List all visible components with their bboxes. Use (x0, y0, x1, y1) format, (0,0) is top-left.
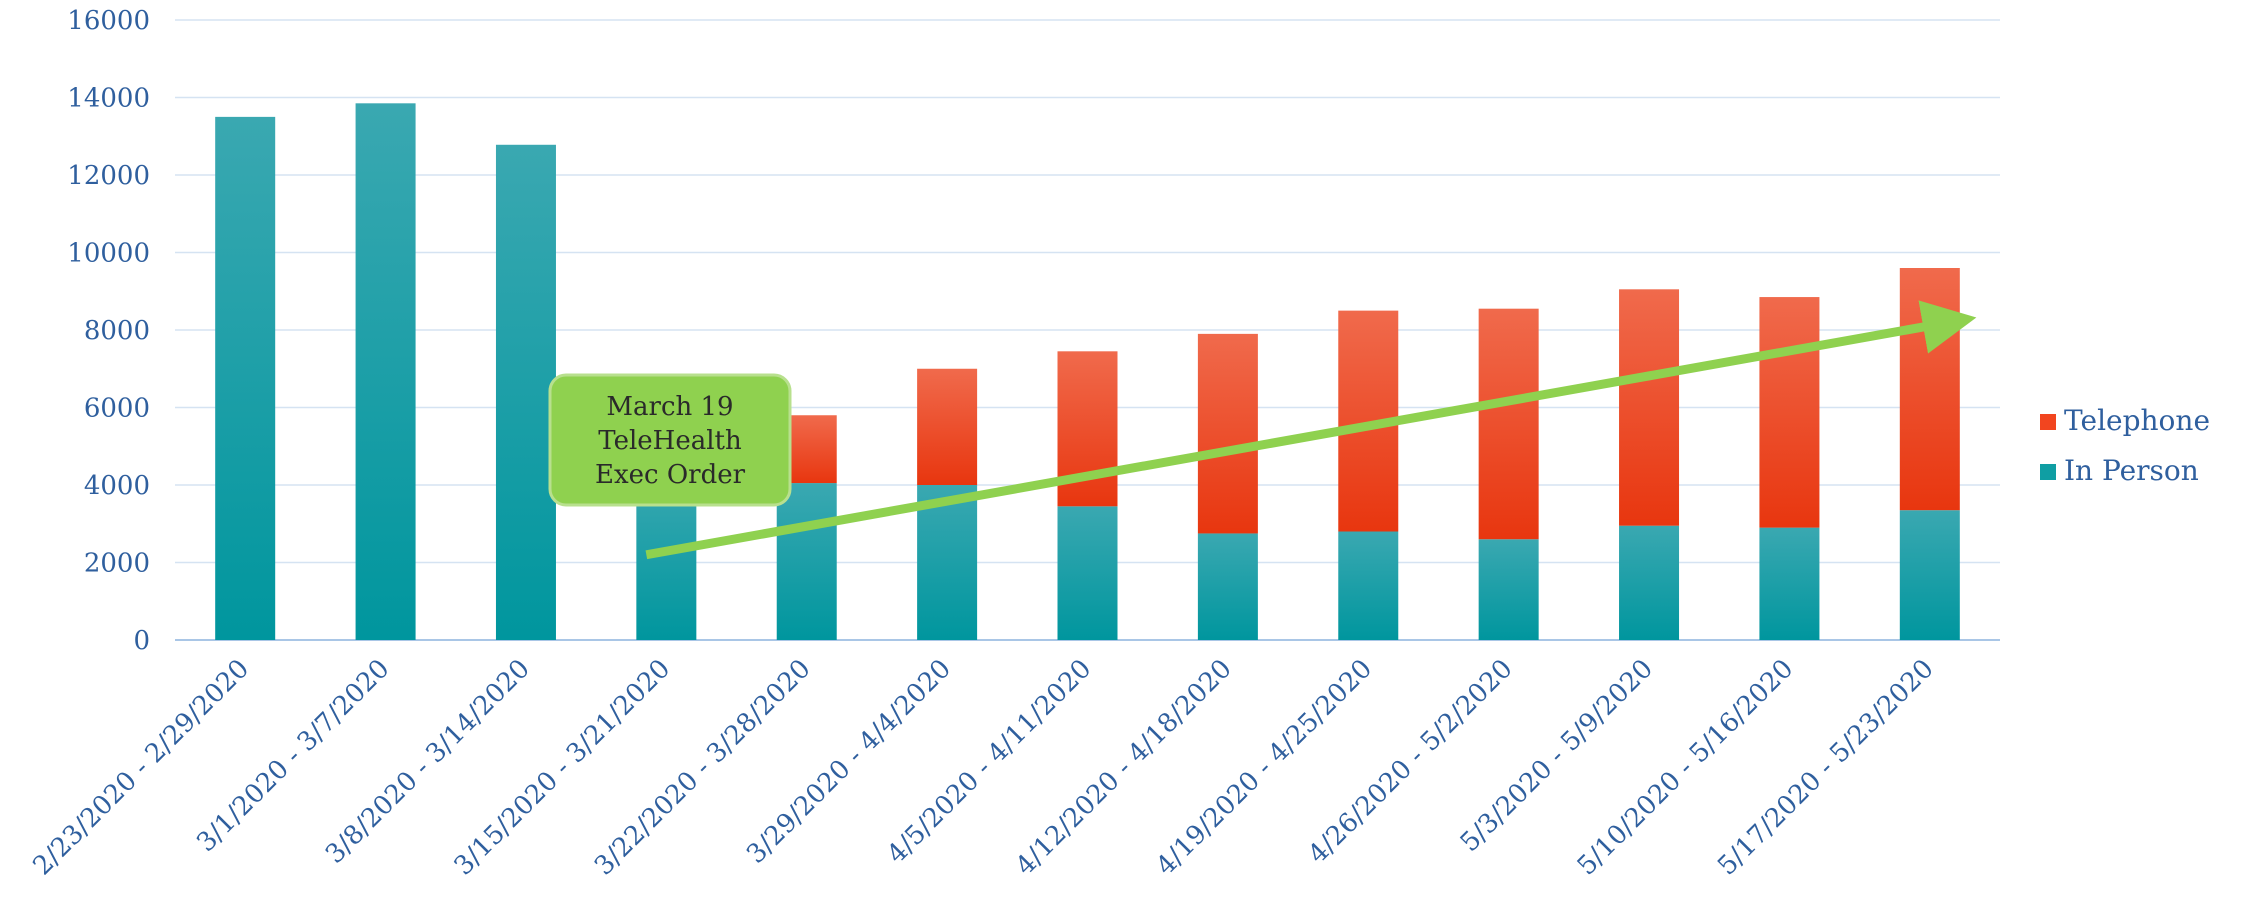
bars (215, 103, 1960, 640)
y-tick-label: 4000 (84, 471, 150, 501)
annotation-text: March 19 (606, 392, 733, 422)
legend-swatch-in-person (2040, 464, 2056, 480)
bar-in-person (1619, 525, 1680, 640)
y-tick-label: 6000 (84, 394, 150, 424)
annotation-text: Exec Order (595, 460, 746, 490)
legend-label-telephone: Telephone (2064, 404, 2210, 437)
trend-overlay: March 19 TeleHealth Exec Order (548, 300, 1977, 560)
bar-in-person (776, 483, 837, 640)
trend-arrow (645, 300, 1977, 560)
y-tick-label: 14000 (67, 84, 150, 114)
bar-in-person (1057, 506, 1118, 640)
legend: Telephone In Person (2040, 404, 2210, 487)
bar-in-person (1759, 527, 1820, 640)
bar-in-person (355, 103, 416, 640)
y-tick-label: 2000 (84, 549, 150, 579)
legend-label-in-person: In Person (2064, 454, 2199, 487)
gridlines (175, 19, 2000, 641)
bar-telephone (1197, 333, 1258, 534)
y-tick-label: 16000 (67, 6, 150, 36)
bar-in-person (917, 485, 978, 640)
bar-telephone (1478, 308, 1539, 540)
y-tick-label: 12000 (67, 161, 150, 191)
bar-in-person (1899, 510, 1960, 640)
y-axis-tick-labels: 0 2000 4000 6000 8000 10000 12000 14000 16000 (67, 6, 150, 656)
y-tick-label: 10000 (67, 239, 150, 269)
bar-in-person (1478, 539, 1539, 640)
bar-telephone (1759, 297, 1820, 528)
bar-telephone (1619, 289, 1680, 526)
bar-telephone (917, 368, 978, 485)
bar-in-person (1197, 533, 1258, 640)
bar-in-person (495, 144, 556, 640)
bar-telephone (1899, 268, 1960, 511)
bar-in-person (1338, 531, 1399, 640)
legend-swatch-telephone (2040, 414, 2056, 430)
y-tick-label: 8000 (84, 316, 150, 346)
annotation-text: TeleHealth (598, 426, 742, 456)
y-tick-label: 0 (133, 626, 150, 656)
annotation-box (548, 373, 792, 507)
bar-in-person (215, 116, 276, 640)
